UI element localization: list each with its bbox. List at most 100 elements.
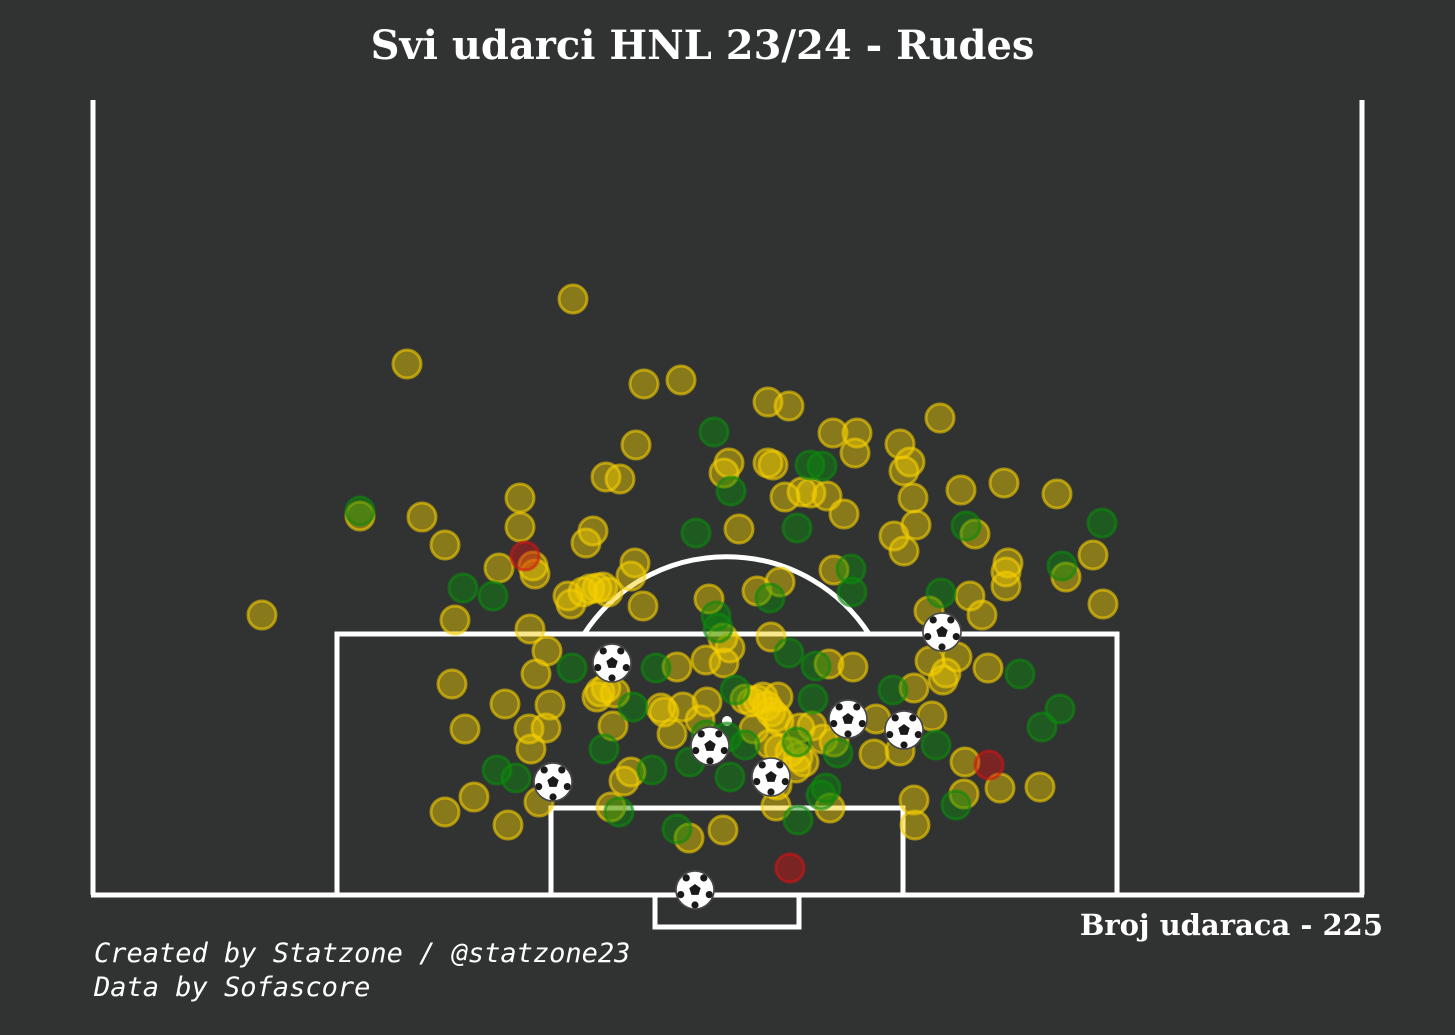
shot-marker — [520, 658, 552, 690]
shot-marker — [723, 513, 755, 545]
shot-marker — [1041, 478, 1073, 510]
shot-marker — [973, 749, 1005, 781]
shot-marker — [698, 416, 730, 448]
shot-marker — [608, 765, 640, 797]
shot-marker — [781, 726, 813, 758]
shot-marker — [920, 729, 952, 761]
shot-marker — [1046, 550, 1078, 582]
shot-marker — [805, 779, 837, 811]
shot-marker — [588, 733, 620, 765]
shot-marker — [817, 417, 849, 449]
shot-marker — [700, 600, 732, 632]
shot-marker — [764, 566, 796, 598]
shot-marker — [515, 733, 547, 765]
shot-marker — [822, 737, 854, 769]
shot-marker — [406, 501, 438, 533]
credit-data-source: Data by Sofascore — [94, 972, 371, 1003]
shot-marker — [966, 599, 998, 631]
shot-marker — [246, 599, 278, 631]
goal-shot-marker — [690, 726, 730, 766]
shot-marker — [924, 402, 956, 434]
shot-marker — [439, 604, 471, 636]
goal-shot-marker — [751, 757, 791, 797]
shot-marker — [773, 637, 805, 669]
shot-marker — [925, 577, 957, 609]
shot-marker — [988, 467, 1020, 499]
shot-marker — [729, 729, 761, 761]
shot-marker — [570, 527, 602, 559]
shot-marker — [680, 517, 712, 549]
shot-marker — [504, 511, 536, 543]
penalty-arc — [581, 554, 872, 636]
shot-marker — [615, 560, 647, 592]
shot-marker — [592, 576, 624, 608]
shot-marker — [492, 809, 524, 841]
shot-marker — [587, 571, 619, 603]
shot-marker — [781, 512, 813, 544]
shot-marker — [557, 283, 589, 315]
shot-marker — [691, 686, 723, 718]
shot-marker — [1024, 771, 1056, 803]
shot-marker — [500, 762, 532, 794]
credit-created-by: Created by Statzone / @statzone23 — [94, 938, 631, 969]
shot-marker — [458, 781, 490, 813]
shot-marker — [794, 449, 826, 481]
shot-marker — [530, 712, 562, 744]
shot-marker — [715, 475, 747, 507]
shot-marker — [504, 482, 536, 514]
shot-marker — [628, 368, 660, 400]
shot-marker — [940, 789, 972, 821]
shot-marker — [898, 784, 930, 816]
shot-marker — [489, 688, 521, 720]
shot-marker — [757, 449, 789, 481]
shot-marker — [636, 754, 668, 786]
shots-layer — [246, 283, 1119, 910]
shot-marker — [708, 647, 740, 679]
goal-shot-marker — [828, 699, 868, 739]
shot-marker — [534, 689, 566, 721]
shot-marker — [1077, 539, 1109, 571]
shot-marker — [797, 683, 829, 715]
shot-marker — [656, 718, 688, 750]
shot-marker — [1087, 588, 1119, 620]
goal-shot-marker — [884, 710, 924, 750]
shot-marker — [800, 650, 832, 682]
shot-marker — [888, 455, 920, 487]
chart-title: Svi udarci HNL 23/24 - Rudes — [370, 22, 1035, 69]
shot-marker — [930, 657, 962, 689]
shot-marker — [693, 583, 725, 615]
shot-marker — [990, 570, 1022, 602]
shot-marker — [344, 495, 376, 527]
shot-marker — [555, 588, 587, 620]
shot-marker — [839, 437, 871, 469]
shot-marker — [481, 754, 513, 786]
shot-marker — [719, 674, 751, 706]
shot-marker — [429, 796, 461, 828]
shot-marker — [945, 474, 977, 506]
pitch-lines — [90, 100, 1365, 930]
shot-marker — [449, 713, 481, 745]
shot-marker — [1086, 507, 1118, 539]
shot-marker — [447, 572, 479, 604]
shot-marker — [665, 364, 697, 396]
shot-marker — [436, 668, 468, 700]
shot-marker — [837, 651, 869, 683]
shot-marker — [900, 509, 932, 541]
shot-marker — [877, 674, 909, 706]
shot-marker — [627, 590, 659, 622]
shot-marker — [835, 553, 867, 585]
shot-marker — [604, 463, 636, 495]
goal-shot-marker — [592, 643, 632, 683]
shot-marker — [661, 813, 693, 845]
shot-marker — [806, 450, 838, 482]
shot-marker — [556, 652, 588, 684]
shot-marker — [949, 746, 981, 778]
shot-marker — [391, 348, 423, 380]
shot-marker — [888, 535, 920, 567]
shot-marker — [899, 809, 931, 841]
shot-marker — [514, 613, 546, 645]
shot-marker — [1026, 711, 1058, 743]
shot-marker — [828, 498, 860, 530]
shot-marker — [897, 482, 929, 514]
